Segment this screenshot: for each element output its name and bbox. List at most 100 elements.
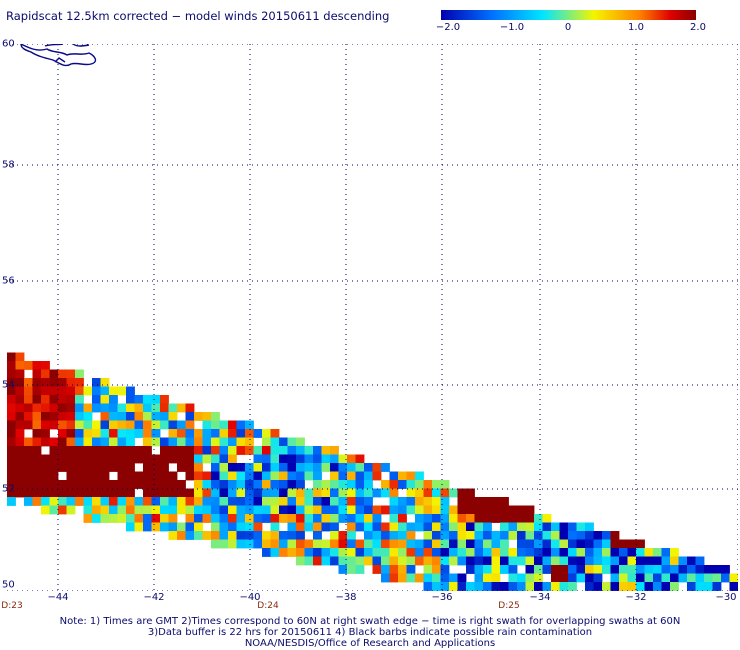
wind-difference-cell <box>270 471 280 481</box>
wind-difference-cell <box>228 531 237 540</box>
wind-difference-cell <box>372 522 382 532</box>
wind-difference-cell <box>92 480 101 489</box>
wind-difference-cell <box>270 488 280 498</box>
pass-time-label: D:24 <box>257 601 279 611</box>
wind-difference-cell <box>389 471 399 481</box>
wind-difference-cell <box>389 556 399 566</box>
wind-difference-cell <box>372 565 382 574</box>
latitude-label: 54 <box>2 379 15 391</box>
wind-difference-cell <box>432 548 441 557</box>
wind-difference-cell <box>525 556 535 566</box>
wind-difference-cell <box>661 582 671 591</box>
wind-difference-cell <box>134 395 144 404</box>
wind-difference-cell <box>117 480 127 489</box>
wind-difference-cell <box>75 386 84 396</box>
wind-difference-cell <box>228 539 237 549</box>
wind-difference-cell <box>202 454 212 464</box>
wind-difference-cell <box>15 361 25 370</box>
longitude-label: −32 <box>625 592 647 603</box>
wind-difference-cell <box>262 463 271 472</box>
wind-difference-cell <box>644 565 654 574</box>
wind-difference-cell <box>449 514 458 523</box>
wind-difference-cell <box>406 556 416 566</box>
wind-difference-cell <box>508 548 518 557</box>
wind-difference-cell <box>406 488 416 498</box>
wind-difference-cell <box>568 582 577 591</box>
wind-difference-cell <box>661 548 671 557</box>
wind-difference-cell <box>219 454 229 464</box>
wind-difference-cell <box>321 488 331 498</box>
wind-difference-cell <box>576 556 586 566</box>
wind-difference-cell <box>338 471 348 481</box>
wind-difference-cell <box>160 488 169 498</box>
wind-difference-cell <box>66 437 76 447</box>
wind-difference-cell <box>262 471 271 481</box>
wind-difference-cell <box>619 548 628 557</box>
wind-difference-cell <box>253 488 263 498</box>
wind-difference-cell <box>177 488 186 498</box>
wind-difference-cell <box>151 395 161 404</box>
wind-difference-cell <box>534 548 543 557</box>
wind-difference-cell <box>160 403 169 413</box>
wind-difference-cell <box>287 548 297 557</box>
wind-difference-cell <box>7 488 16 498</box>
wind-difference-cell <box>347 471 356 481</box>
wind-difference-cell <box>525 539 535 549</box>
wind-difference-cell <box>92 497 101 506</box>
wind-difference-cell <box>92 386 101 396</box>
wind-difference-cell <box>49 480 59 489</box>
wind-difference-cell <box>627 548 637 557</box>
wind-difference-cell <box>551 556 560 566</box>
wind-difference-cell <box>194 429 203 438</box>
wind-difference-cell <box>83 412 93 421</box>
wind-difference-cell <box>636 548 645 557</box>
wind-difference-cell <box>160 497 169 506</box>
wind-difference-cell <box>15 395 25 404</box>
wind-difference-cell <box>551 522 560 532</box>
wind-difference-cell <box>389 497 399 506</box>
wind-difference-cell <box>491 582 501 591</box>
wind-difference-cell <box>585 522 594 532</box>
wind-difference-map <box>7 44 738 591</box>
wind-difference-cell <box>279 548 288 557</box>
wind-difference-cell <box>194 437 203 447</box>
wind-difference-cell <box>576 573 586 583</box>
wind-difference-cell <box>7 437 16 447</box>
wind-difference-cell <box>228 505 237 515</box>
wind-difference-cell <box>160 446 169 455</box>
wind-difference-cell <box>304 497 314 506</box>
wind-difference-cell <box>355 548 365 557</box>
wind-difference-cell <box>661 565 671 574</box>
wind-difference-cell <box>466 556 475 566</box>
wind-difference-cell <box>338 565 348 574</box>
wind-difference-cell <box>355 505 365 515</box>
wind-difference-cell <box>364 531 373 540</box>
wind-difference-cell <box>177 403 186 413</box>
wind-difference-cell <box>126 514 135 523</box>
wind-difference-cell <box>100 412 110 421</box>
wind-difference-cell <box>347 556 356 566</box>
wind-difference-cell <box>228 437 237 447</box>
wind-difference-cell <box>270 437 280 447</box>
wind-difference-cell <box>245 488 254 498</box>
wind-difference-cell <box>474 497 484 506</box>
wind-difference-cell <box>568 548 577 557</box>
wind-difference-cell <box>440 488 450 498</box>
longitude-label: −30 <box>715 592 737 603</box>
wind-difference-cell <box>7 412 16 421</box>
wind-difference-cell <box>619 582 628 591</box>
wind-difference-cell <box>7 386 16 396</box>
wind-difference-cell <box>364 497 373 506</box>
wind-difference-cell <box>211 531 220 540</box>
longitude-label: −38 <box>335 592 357 603</box>
wind-difference-cell <box>568 556 577 566</box>
wind-difference-cell <box>449 539 458 549</box>
wind-difference-cell <box>75 437 84 447</box>
wind-difference-cell <box>270 514 280 523</box>
wind-difference-cell <box>381 539 390 549</box>
wind-difference-cell <box>41 386 50 396</box>
wind-difference-cell <box>15 471 25 481</box>
wind-difference-cell <box>160 522 169 532</box>
wind-difference-cell <box>491 573 501 583</box>
wind-difference-cell <box>296 505 305 515</box>
